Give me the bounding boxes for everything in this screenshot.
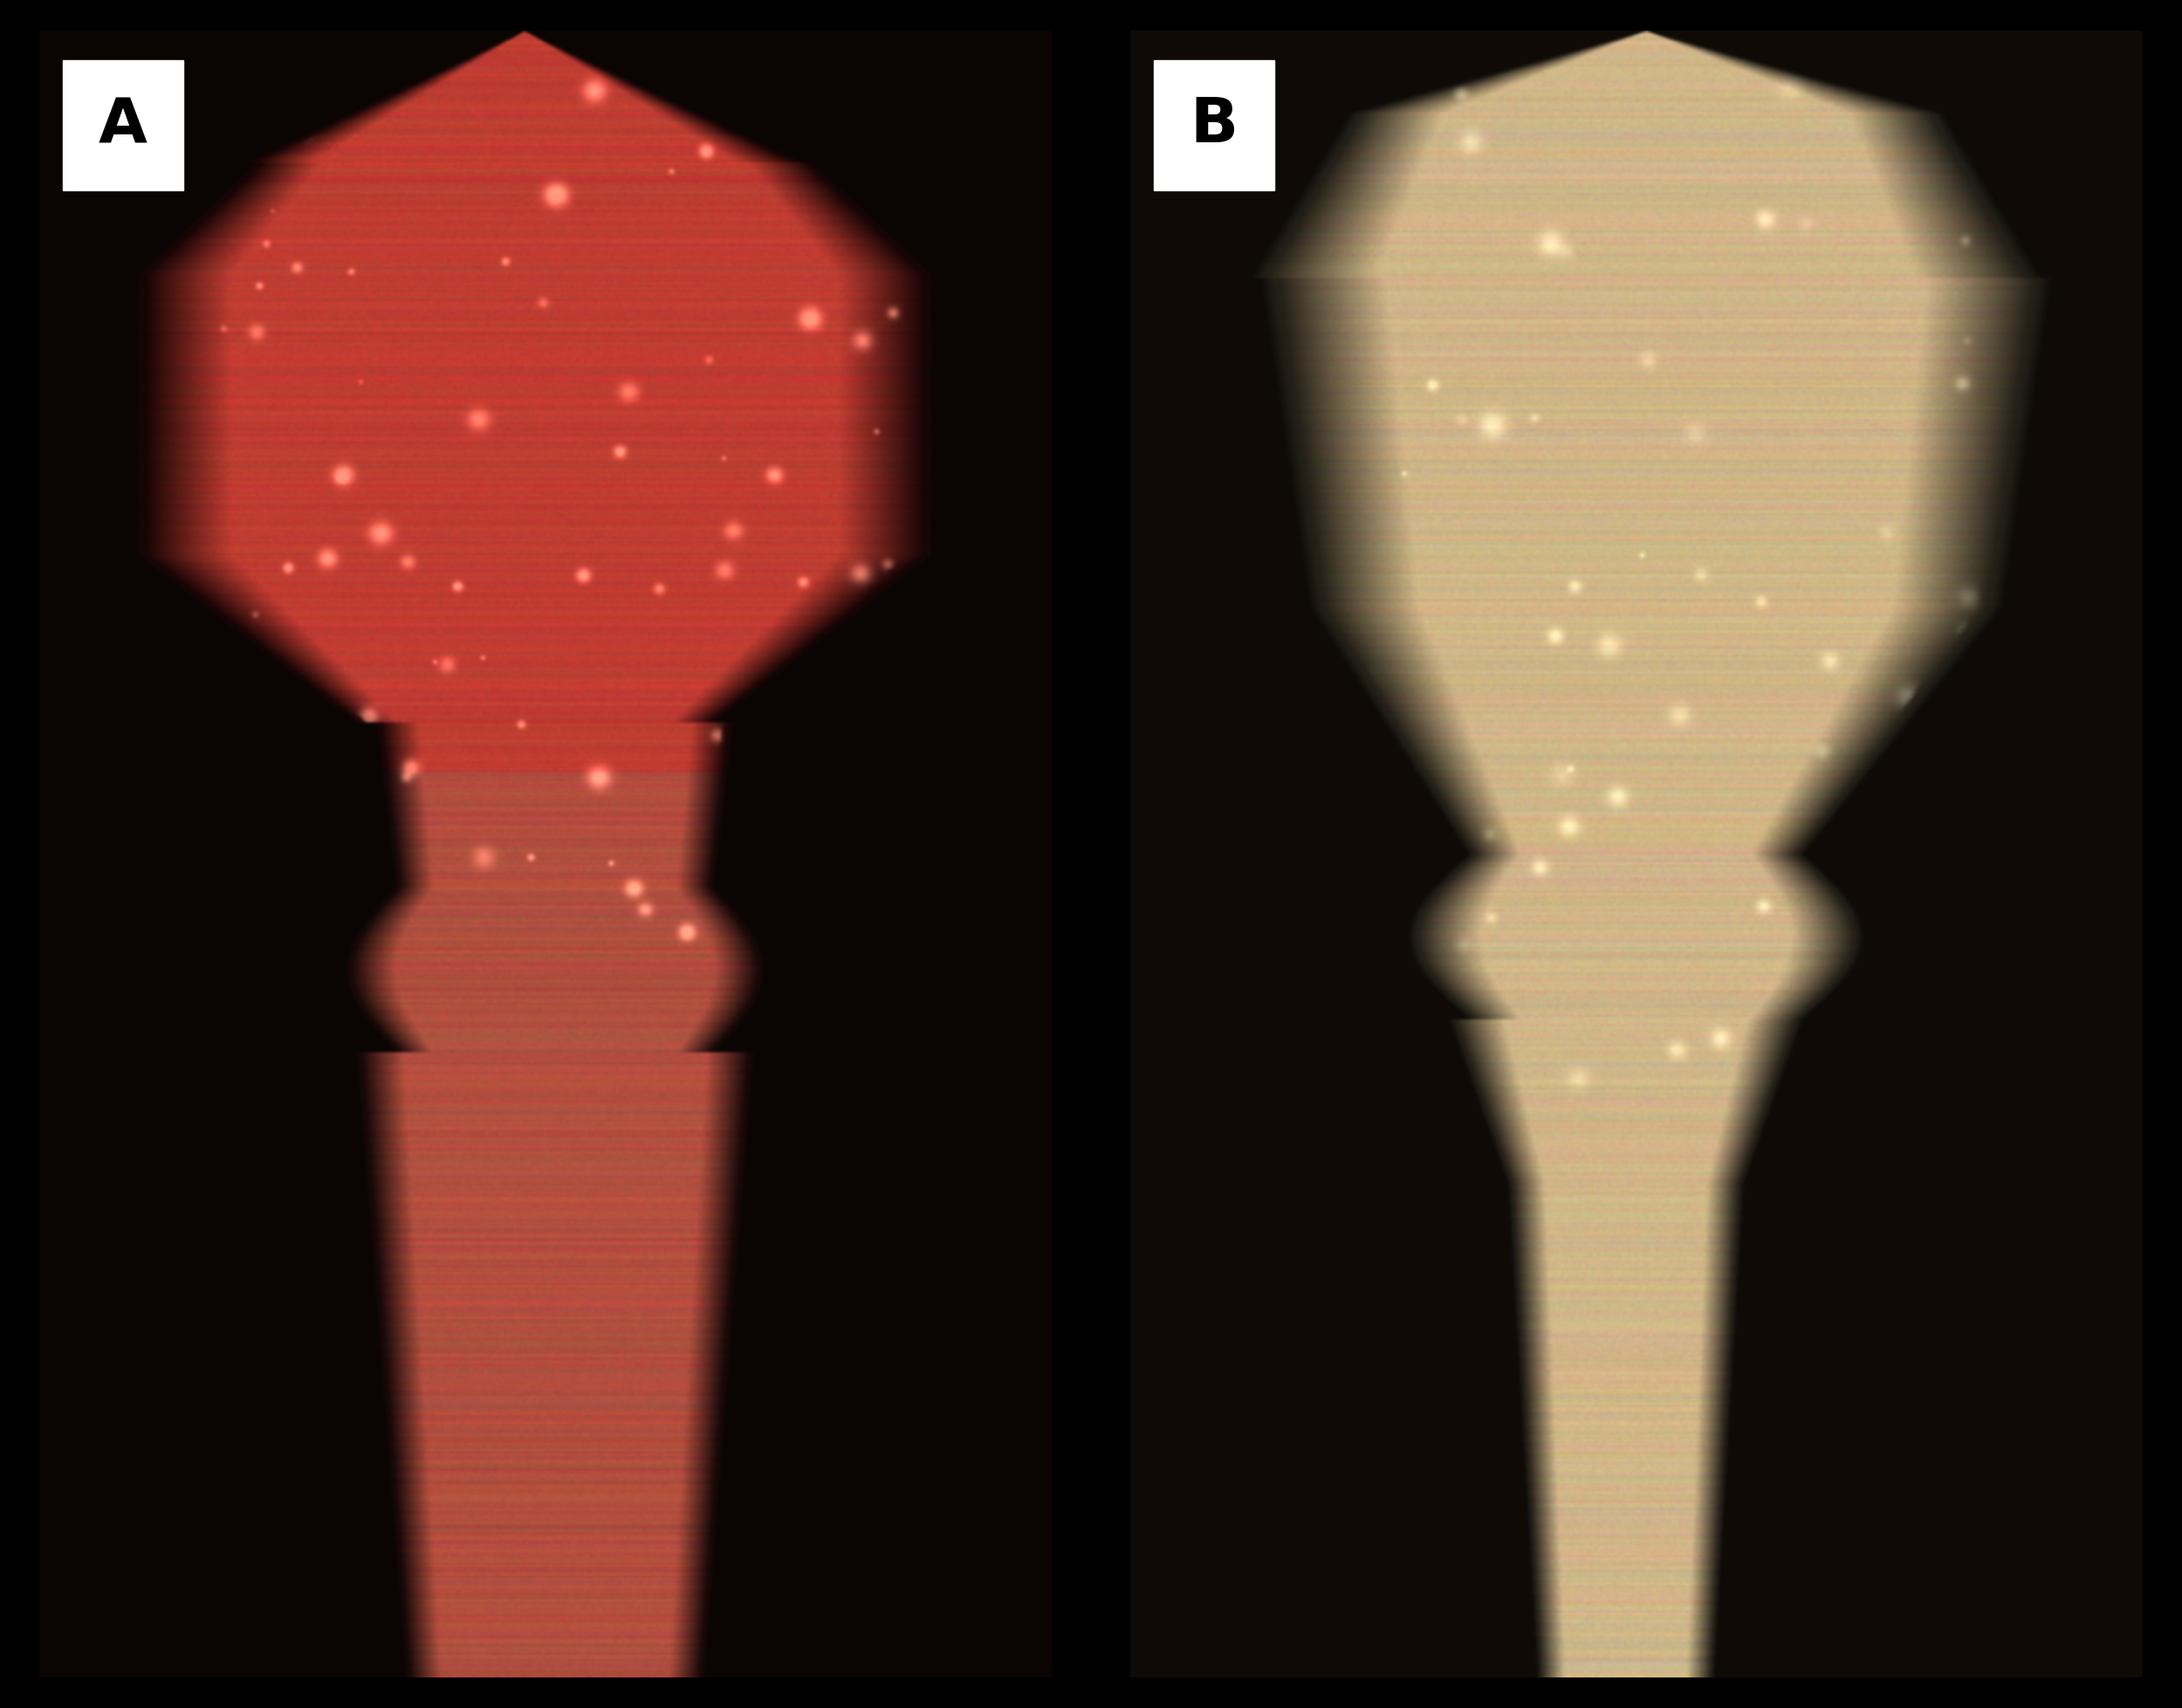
Text: A: A bbox=[98, 96, 146, 155]
FancyBboxPatch shape bbox=[1154, 60, 1274, 191]
FancyBboxPatch shape bbox=[63, 60, 183, 191]
Text: B: B bbox=[1189, 96, 1237, 155]
